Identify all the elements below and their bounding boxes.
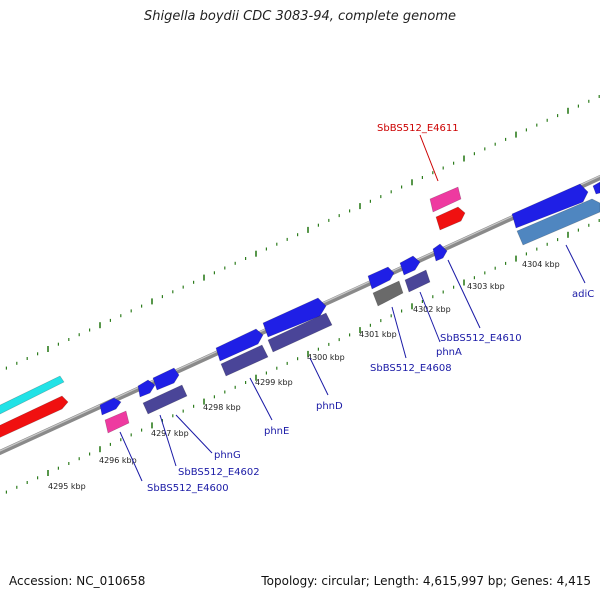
feature-phnD (267, 312, 333, 353)
genome-summary-text: Topology: circular; Length: 4,615,997 bp… (261, 574, 591, 588)
gene-label-phnD: phnD (316, 401, 343, 412)
tick-label-4303: 4303 kbp (467, 282, 505, 291)
tick-label-4302: 4302 kbp (413, 305, 451, 314)
leader-SbBS512_E4611 (419, 134, 439, 182)
gene-label-phnE: phnE (264, 426, 289, 437)
leader-SbBS512_E4602 (159, 414, 177, 467)
tick-label-4304: 4304 kbp (522, 260, 560, 269)
feature-SbBS512_E4602 (142, 384, 188, 415)
gene-label-SbBS512_E4610: SbBS512_E4610 (440, 333, 522, 344)
feature-SbBS512_E4608 (372, 280, 404, 307)
feature-SbBS512_E4599 (99, 397, 122, 416)
feature-SbBS512_E4600 (104, 410, 130, 434)
feature-phnA-top (399, 255, 421, 276)
gene-label-phnA: phnA (436, 347, 462, 358)
gene-label-SbBS512_E4602: SbBS512_E4602 (178, 467, 260, 478)
feature-SbBS512_E4601 (137, 379, 156, 398)
tick-label-4301: 4301 kbp (359, 330, 397, 339)
tick-label-4298: 4298 kbp (203, 403, 241, 412)
tick-label-4295: 4295 kbp (48, 482, 86, 491)
leader-phnA (419, 291, 441, 343)
feature-phnE-top (215, 328, 264, 362)
tick-marks (5, 95, 600, 494)
feature-phnG (152, 367, 180, 391)
feature-phnD-top (262, 297, 327, 338)
tick-label-4300: 4300 kbp (307, 353, 345, 362)
feature-adiC-top (511, 183, 589, 229)
leader-adiC (565, 244, 586, 284)
leader-phnE (249, 377, 273, 421)
tick-label-4296: 4296 kbp (99, 456, 137, 465)
feature-SbBS512_E4608-top (367, 266, 395, 290)
feature-adiC (516, 198, 600, 246)
leader-phnD (309, 357, 329, 396)
accession-text: Accession: NC_010658 (9, 574, 146, 588)
leader-SbBS512_E4600 (119, 431, 143, 482)
tick-label-4299: 4299 kbp (255, 378, 293, 387)
leader-SbBS512_E4608 (391, 306, 407, 359)
gene-label-SbBS512_E4600: SbBS512_E4600 (147, 483, 229, 494)
gene-label-adiC: adiC (572, 289, 594, 300)
leader-lines (119, 244, 586, 482)
feature-phnE (220, 344, 269, 377)
feature-cyan-left (0, 375, 65, 415)
gene-label-phnG: phnG (214, 450, 241, 461)
feature-phnA (404, 269, 431, 293)
gene-label-SbBS512_E4611: SbBS512_E4611 (377, 123, 459, 134)
tick-label-4297: 4297 kbp (151, 429, 189, 438)
feature-SbBS512_E4611-red (435, 206, 466, 231)
feature-SbBS512_E4611 (429, 186, 462, 213)
leader-SbBS512_E4610 (447, 259, 481, 329)
feature-right-edge (592, 181, 600, 195)
feature-red-left (0, 395, 69, 438)
gene-label-SbBS512_E4608: SbBS512_E4608 (370, 363, 452, 374)
leader-phnG (175, 414, 213, 454)
map-title: Shigella boydii CDC 3083-94, complete ge… (143, 9, 457, 24)
feature-SbBS512_E4610 (432, 243, 448, 262)
